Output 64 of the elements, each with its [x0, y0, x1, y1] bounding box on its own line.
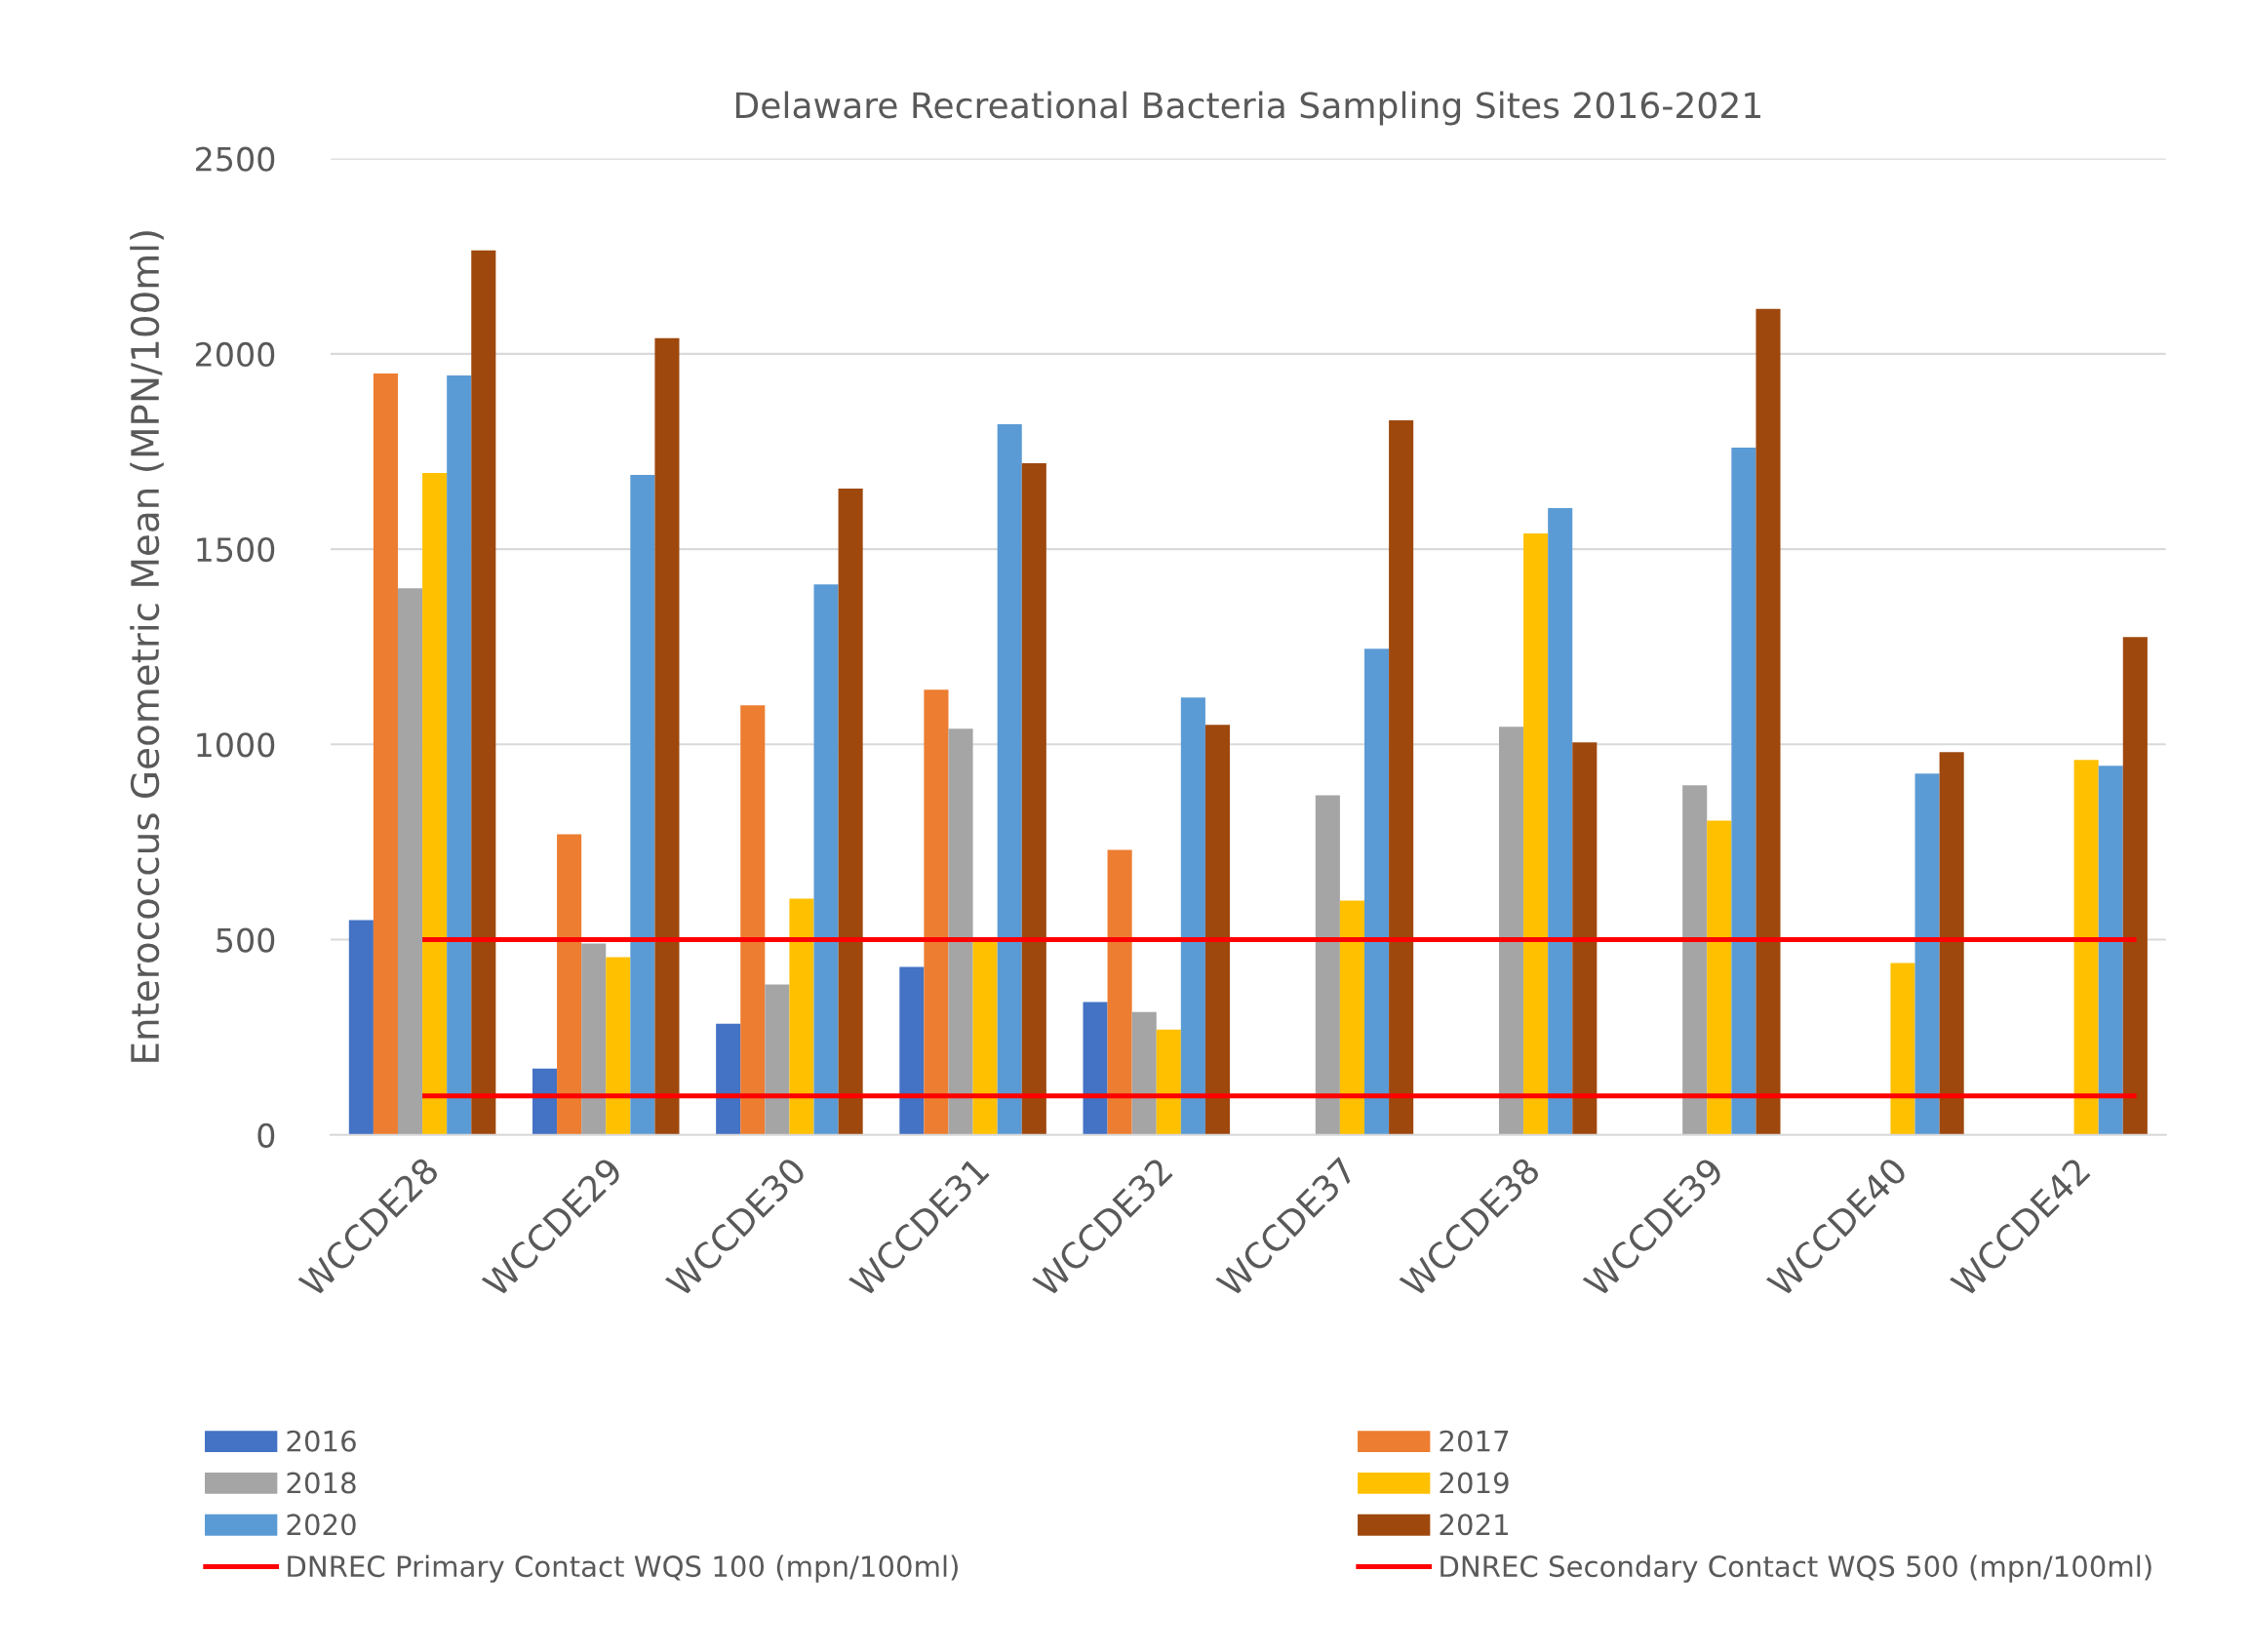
- legend-label: 2017: [1440, 1430, 1509, 1452]
- bar: [765, 984, 790, 1135]
- bar: [1499, 727, 1524, 1135]
- legend-label: DNREC Secondary Contact WQS 500 (mpn/100ml): [1440, 1554, 2151, 1583]
- bar: [1107, 849, 1132, 1135]
- legend-label: 2019: [1440, 1472, 1509, 1494]
- bar: [532, 1068, 558, 1135]
- bar: [1731, 447, 1756, 1135]
- legend-label: 2016: [287, 1430, 356, 1452]
- legend-label: DNREC Primary Contact WQS 100 (mpn/100ml): [288, 1554, 958, 1583]
- bar: [2122, 637, 2148, 1135]
- bar: [924, 689, 949, 1135]
- bar: [1083, 1002, 1108, 1135]
- y-axis-title: Enterococcus Geometric Mean (MPN/100ml): [130, 231, 164, 1062]
- bar: [557, 834, 582, 1135]
- bar: [838, 489, 863, 1135]
- bar: [1364, 649, 1390, 1135]
- bar: [1523, 533, 1549, 1135]
- bar: [1131, 1011, 1157, 1135]
- bar: [1682, 785, 1708, 1135]
- legend-label: 2021: [1440, 1514, 1508, 1536]
- bar: [1339, 900, 1364, 1135]
- legend-label: 2018: [287, 1472, 356, 1494]
- bar: [1939, 752, 1964, 1135]
- bar: [1156, 1029, 1181, 1135]
- bar: [1914, 773, 1940, 1135]
- bar: [1180, 697, 1205, 1135]
- bar: [1204, 725, 1231, 1135]
- bar: [716, 1023, 741, 1135]
- y-tick-label: 0: [257, 1122, 275, 1148]
- bar: [1890, 963, 1915, 1135]
- y-tick-label: 1000: [197, 732, 275, 758]
- bar: [630, 475, 655, 1135]
- bar: [1756, 308, 1781, 1135]
- bar: [422, 473, 448, 1135]
- chart-title: Delaware Recreational Bacteria Sampling Sites 2016-2021: [735, 91, 1760, 126]
- bar: [899, 966, 925, 1135]
- bar: [2098, 766, 2123, 1135]
- bar: [397, 588, 423, 1135]
- y-tick-label: 2500: [196, 146, 275, 172]
- bar: [813, 584, 839, 1135]
- bar: [948, 728, 973, 1135]
- bar: [740, 705, 766, 1135]
- bar: [1315, 795, 1340, 1135]
- bar: [997, 423, 1022, 1135]
- bar: [2073, 760, 2099, 1135]
- y-tick-label: 500: [217, 927, 275, 953]
- y-tick-label: 1500: [197, 537, 275, 563]
- bar: [1548, 508, 1573, 1135]
- y-tick-label: 2000: [196, 341, 275, 367]
- bar: [1572, 742, 1598, 1135]
- bar: [447, 374, 472, 1135]
- bar: [789, 898, 814, 1135]
- bar: [1707, 820, 1732, 1135]
- bar: [1021, 462, 1046, 1135]
- bar: [972, 939, 998, 1135]
- bar: [348, 920, 374, 1135]
- bar: [373, 373, 398, 1135]
- bar: [471, 250, 496, 1135]
- legend-label: 2020: [287, 1514, 356, 1536]
- bar: [654, 337, 680, 1135]
- bar: [581, 943, 607, 1135]
- bar: [606, 957, 631, 1135]
- bar: [1389, 419, 1414, 1135]
